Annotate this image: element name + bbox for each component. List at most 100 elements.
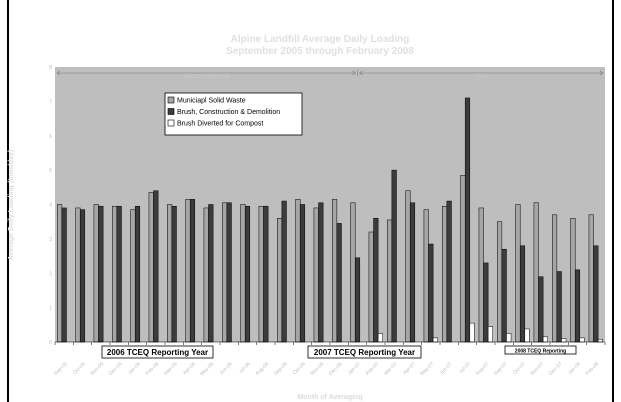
cd-bar xyxy=(409,202,416,343)
x-tick-label: Jan-07 xyxy=(347,361,362,376)
msw-bar xyxy=(460,175,466,343)
msw-bar xyxy=(167,204,173,343)
section-label: TDS xyxy=(475,74,487,80)
x-tick-label: Sep-05 xyxy=(53,361,69,377)
compost-bar xyxy=(561,338,567,343)
msw-bar xyxy=(75,207,81,343)
cd-bar xyxy=(189,199,196,343)
legend-box xyxy=(164,92,303,136)
section-label: Duncan Disposal xyxy=(184,74,229,80)
x-tick-label: Sep-06 xyxy=(273,361,289,377)
y-axis-label: Average Daily Loading (tons/day) xyxy=(8,150,15,261)
legend: Municiapl Solid Waste Brush, Construction… xyxy=(164,92,303,136)
legend-label: Brush Diverted for Compost xyxy=(177,121,263,128)
msw-bar xyxy=(387,219,393,343)
reporting-year-label: 2008 TCEQ Reporting xyxy=(515,348,566,354)
msw-bar xyxy=(332,199,338,343)
y-tick-labels: 0 1 2 3 4 5 6 7 8 xyxy=(49,65,52,346)
y-tick-label: 3 xyxy=(49,237,52,243)
cd-bar xyxy=(593,245,599,343)
plot-area xyxy=(55,67,605,342)
x-tick-label: Oct-06 xyxy=(292,361,307,376)
msw-bar xyxy=(185,199,191,343)
x-tick-label: Oct-07 xyxy=(512,361,527,376)
frame-left-border xyxy=(7,0,9,402)
reporting-year-labels: 2006 TCEQ Reporting Year 2007 TCEQ Report… xyxy=(101,345,577,359)
x-tick-label: Dec-06 xyxy=(328,361,344,377)
x-tick-label: Oct-05 xyxy=(72,361,87,376)
msw-bar xyxy=(497,221,503,343)
x-tick-label: Aug-07 xyxy=(475,361,491,377)
msw-bar xyxy=(277,218,283,343)
cd-bar xyxy=(281,200,287,343)
section-arrow-right xyxy=(352,70,357,76)
msw-bar xyxy=(570,218,576,343)
cd-bar xyxy=(134,205,141,343)
legend-swatch xyxy=(167,119,175,127)
x-tick-label: Jan-06 xyxy=(127,361,142,376)
x-tick-label: Feb-07 xyxy=(365,361,381,377)
x-tick-label: May-07 xyxy=(419,361,435,377)
msw-bar xyxy=(240,204,246,343)
cd-bar xyxy=(208,204,214,343)
cd-bar xyxy=(391,169,397,343)
cd-bar xyxy=(354,257,361,343)
cd-bar xyxy=(336,223,342,343)
msw-bar xyxy=(533,202,539,343)
compost-bar xyxy=(524,328,530,343)
cd-bar xyxy=(428,243,434,343)
x-tick-label: Jun-07 xyxy=(439,361,454,376)
msw-bar xyxy=(313,207,319,343)
x-tick-label: Feb-08 xyxy=(585,361,601,377)
x-tick-label: Mar-06 xyxy=(163,361,179,377)
msw-bar xyxy=(552,214,558,343)
cd-bar xyxy=(574,269,581,343)
x-tick-label: Feb-06 xyxy=(145,361,161,377)
msw-bar xyxy=(112,205,118,343)
msw-bar xyxy=(442,205,448,343)
msw-bar xyxy=(515,204,521,343)
cd-bar xyxy=(263,205,269,343)
msw-bar xyxy=(130,209,136,343)
cd-bar xyxy=(98,205,104,343)
x-tick-label: Apr-07 xyxy=(402,361,417,376)
compost-bar xyxy=(469,322,475,343)
bars-group xyxy=(54,97,606,345)
msw-bar xyxy=(93,204,99,343)
msw-bar xyxy=(203,207,209,343)
msw-bar xyxy=(222,202,228,343)
cd-bar xyxy=(464,97,471,343)
msw-bar xyxy=(148,192,154,343)
cd-bar xyxy=(483,262,489,343)
x-axis-label: Month of Averaging xyxy=(297,394,362,401)
cd-bar xyxy=(153,190,159,343)
x-tick-label: Jul-06 xyxy=(238,361,252,375)
y-tick-label: 1 xyxy=(49,306,52,312)
msw-bar xyxy=(368,231,374,343)
x-tick-label: Jul-07 xyxy=(458,361,472,375)
y-tick-label: 0 xyxy=(49,340,52,346)
section-arrow-left xyxy=(56,70,61,76)
compost-bar xyxy=(377,333,383,343)
compost-bar xyxy=(506,333,512,343)
reporting-year-label: 2007 TCEQ Reporting Year xyxy=(314,348,415,357)
reporting-year-box xyxy=(504,345,577,355)
reporting-year-label: 2006 TCEQ Reporting Year xyxy=(107,348,208,357)
legend-label: Municiapl Solid Waste xyxy=(177,98,246,105)
legend-swatch xyxy=(167,108,175,115)
compost-bar xyxy=(542,336,548,343)
y-tick-label: 6 xyxy=(49,134,52,140)
cd-bar xyxy=(501,248,507,343)
x-tick-label: Nov-06 xyxy=(310,361,326,377)
y-tick-label: 4 xyxy=(49,203,52,209)
cd-bar xyxy=(556,271,562,343)
section-arrow-left xyxy=(358,70,363,76)
cd-bar xyxy=(244,205,251,343)
x-tick-label: Jun-06 xyxy=(219,361,234,376)
x-tick-label: Aug-06 xyxy=(255,361,271,377)
msw-bar xyxy=(405,190,411,343)
reporting-year-box xyxy=(101,345,214,359)
cd-bar xyxy=(519,245,526,343)
x-tick-label: Mar-07 xyxy=(383,361,399,377)
